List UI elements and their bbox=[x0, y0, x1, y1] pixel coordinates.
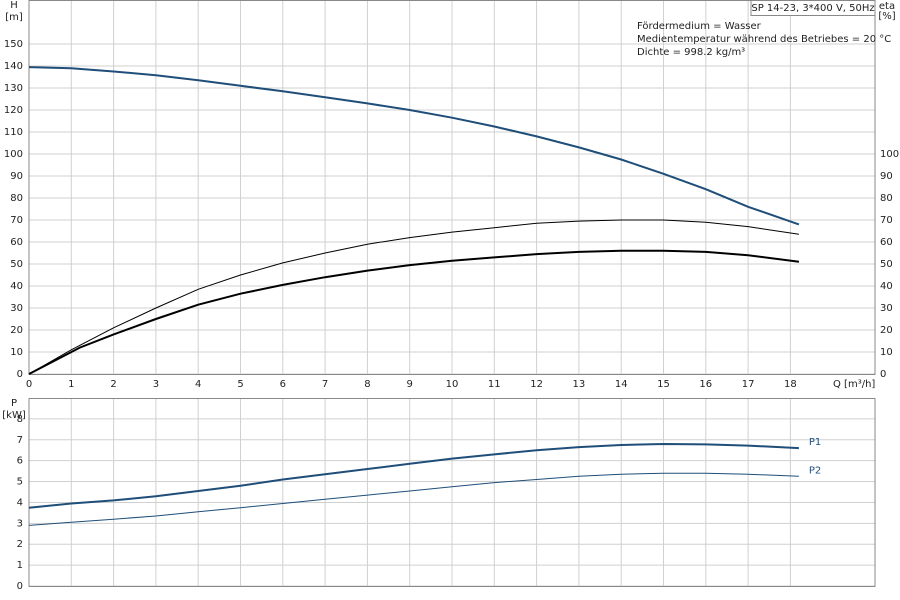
y-tick-label: 3 bbox=[17, 518, 23, 529]
annotation: Fördermedium = Wasser bbox=[637, 21, 762, 32]
y-tick-label: 120 bbox=[4, 105, 23, 116]
x-tick-label: 9 bbox=[407, 379, 413, 390]
y-tick-label: 60 bbox=[10, 237, 23, 248]
curve-label: P2 bbox=[809, 465, 821, 476]
y2-tick-label: 20 bbox=[880, 325, 893, 336]
y2-tick-label: 30 bbox=[880, 303, 893, 314]
info-text: SP 14-23, 3*400 V, 50Hz bbox=[751, 3, 874, 14]
x-tick-label: 17 bbox=[742, 379, 755, 390]
y-tick-label: 2 bbox=[17, 539, 23, 550]
y2-tick-label: 40 bbox=[880, 281, 893, 292]
y-axis-label: P bbox=[11, 398, 17, 409]
y-tick-label: 8 bbox=[17, 414, 23, 425]
y-tick-label: 130 bbox=[4, 83, 23, 94]
curve-label: P1 bbox=[809, 437, 821, 448]
y-axis-unit: [kW] bbox=[2, 410, 26, 421]
y2-axis-label: eta bbox=[879, 1, 895, 12]
y-tick-label: 20 bbox=[10, 325, 23, 336]
y-tick-label: 140 bbox=[4, 61, 23, 72]
x-tick-label: 14 bbox=[615, 379, 628, 390]
y-tick-label: 0 bbox=[17, 369, 23, 380]
plot-frame bbox=[28, 398, 876, 587]
y-tick-label: 40 bbox=[10, 281, 23, 292]
x-tick-label: 18 bbox=[784, 379, 797, 390]
y2-tick-label: 100 bbox=[880, 149, 899, 160]
y-tick-label: 80 bbox=[10, 193, 23, 204]
curve bbox=[28, 472, 799, 526]
annotation: Medientemperatur während des Betriebes =… bbox=[637, 34, 891, 45]
y-tick-label: 0 bbox=[17, 581, 23, 592]
x-tick-label: 7 bbox=[322, 379, 328, 390]
x-tick-label: 0 bbox=[26, 379, 32, 390]
y2-tick-label: 80 bbox=[880, 193, 893, 204]
x-tick-label: 10 bbox=[446, 379, 459, 390]
y-tick-label: 90 bbox=[10, 171, 23, 182]
y2-tick-label: 50 bbox=[880, 259, 893, 270]
curve bbox=[28, 249, 800, 375]
y2-tick-label: 90 bbox=[880, 171, 893, 182]
y-tick-label: 7 bbox=[17, 435, 23, 446]
x-tick-label: 16 bbox=[699, 379, 712, 390]
x-tick-label: 4 bbox=[195, 379, 201, 390]
y2-tick-label: 0 bbox=[880, 369, 886, 380]
y-tick-label: 10 bbox=[10, 347, 23, 358]
x-tick-label: 3 bbox=[153, 379, 159, 390]
y2-tick-label: 10 bbox=[880, 347, 893, 358]
x-tick-label: 15 bbox=[657, 379, 670, 390]
x-tick-label: 2 bbox=[110, 379, 116, 390]
x-tick-label: 11 bbox=[488, 379, 501, 390]
y-tick-label: 6 bbox=[17, 456, 23, 467]
annotation: Dichte = 998.2 kg/m³ bbox=[637, 47, 745, 58]
y2-tick-label: 70 bbox=[880, 215, 893, 226]
y2-tick-label: 60 bbox=[880, 237, 893, 248]
y-tick-label: 4 bbox=[17, 497, 23, 508]
y-tick-label: 5 bbox=[17, 477, 23, 488]
y2-axis-unit: [%] bbox=[878, 11, 895, 22]
x-tick-label: 6 bbox=[280, 379, 286, 390]
y-tick-label: 100 bbox=[4, 149, 23, 160]
y-tick-label: 110 bbox=[4, 127, 23, 138]
x-tick-label: 12 bbox=[530, 379, 543, 390]
curve bbox=[28, 66, 800, 226]
y-tick-label: 70 bbox=[10, 215, 23, 226]
y-axis-label: H bbox=[10, 0, 18, 11]
y-tick-label: 30 bbox=[10, 303, 23, 314]
y-tick-label: 50 bbox=[10, 259, 23, 270]
x-tick-label: 5 bbox=[237, 379, 243, 390]
y-tick-label: 1 bbox=[17, 560, 23, 571]
info-box bbox=[750, 0, 876, 16]
curve bbox=[28, 442, 799, 509]
x-tick-label: 13 bbox=[573, 379, 586, 390]
plot-frame bbox=[28, 0, 876, 375]
curve bbox=[28, 219, 799, 375]
x-tick-label: 1 bbox=[68, 379, 74, 390]
x-tick-label: 8 bbox=[364, 379, 370, 390]
y-axis-unit: [m] bbox=[5, 12, 23, 23]
y-tick-label: 150 bbox=[4, 39, 23, 50]
x-axis-label: Q [m³/h] bbox=[833, 379, 875, 390]
